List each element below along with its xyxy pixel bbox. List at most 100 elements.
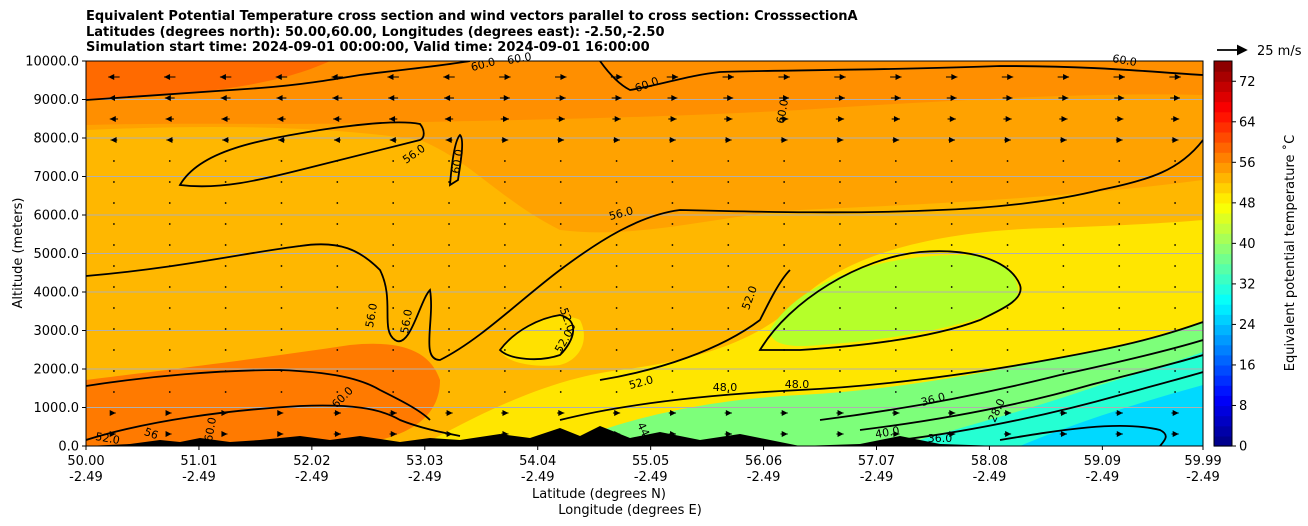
colorbar-band xyxy=(1214,314,1232,326)
colorbar-band xyxy=(1214,152,1232,163)
wind-vector xyxy=(1171,137,1179,143)
wind-vector xyxy=(448,223,450,225)
wind-vector xyxy=(448,160,450,162)
wind-vector xyxy=(727,160,730,162)
wind-vector xyxy=(109,410,116,416)
wind-vector xyxy=(780,410,788,416)
wind-vector xyxy=(499,95,510,101)
wind-vector xyxy=(1118,307,1121,309)
wind-vector xyxy=(113,349,115,351)
contour-line xyxy=(86,61,471,101)
wind-vector xyxy=(559,160,562,162)
wind-vector xyxy=(671,223,674,225)
wind-vector xyxy=(666,74,679,80)
x-tick-label-lat: 53.03 xyxy=(406,454,443,469)
wind-vector xyxy=(1118,265,1121,267)
colorbar-label: Equivalent potential temperature ˚C xyxy=(1282,135,1298,371)
title-line-2: Latitudes (degrees north): 50.00,60.00, … xyxy=(86,24,665,40)
wind-vector xyxy=(280,307,283,309)
wind-vector xyxy=(280,202,283,204)
colorbar-band xyxy=(1214,233,1232,244)
wind-vector xyxy=(224,328,227,330)
wind-vector xyxy=(113,160,115,162)
wind-vector xyxy=(1171,431,1179,437)
wind-vectors xyxy=(108,74,1181,437)
contour-line xyxy=(86,404,461,441)
y-tick-label: 3000.0 xyxy=(34,324,80,339)
wind-vector xyxy=(724,137,732,143)
wind-vector xyxy=(1006,265,1009,267)
wind-vector xyxy=(1006,181,1009,183)
title-line-1: Equivalent Potential Temperature cross s… xyxy=(86,9,858,24)
wind-vector xyxy=(892,431,900,437)
wind-vector xyxy=(1115,116,1124,122)
wind-vector xyxy=(392,328,395,330)
wind-vector xyxy=(1174,181,1176,183)
wind-vector xyxy=(336,370,339,372)
wind-vector xyxy=(113,391,115,393)
wind-vector xyxy=(559,349,562,351)
wind-vector xyxy=(1118,286,1121,288)
wind-vector xyxy=(392,160,395,162)
contour-line xyxy=(178,121,425,188)
wind-vector xyxy=(892,410,900,416)
wind-vector xyxy=(839,349,841,351)
colorbar-band xyxy=(1214,142,1232,153)
wind-vector xyxy=(891,116,900,122)
y-axis-label: Altitude (meters) xyxy=(11,198,26,309)
colorbar-band xyxy=(1214,334,1232,346)
wind-vector xyxy=(1003,431,1012,437)
wind-vector xyxy=(783,265,786,267)
wind-vector xyxy=(724,431,732,437)
wind-vector xyxy=(332,95,343,101)
wind-vector xyxy=(783,160,786,162)
colorbar-band xyxy=(1214,304,1232,315)
wind-vector xyxy=(336,244,339,246)
wind-vector xyxy=(1174,286,1176,288)
contour-label: 40.0 xyxy=(874,424,900,441)
wind-vector xyxy=(108,74,120,80)
wind-vector xyxy=(612,431,621,437)
wind-vector xyxy=(1174,328,1176,330)
wind-vector xyxy=(166,137,174,143)
wind-vector xyxy=(615,349,618,351)
wind-vector xyxy=(559,202,562,204)
wind-vector xyxy=(389,431,397,437)
colorbar-band xyxy=(1214,182,1232,194)
wind-vector xyxy=(948,137,956,143)
wind-vector xyxy=(783,223,786,225)
wind-vector xyxy=(727,370,730,372)
wind-vector xyxy=(727,244,730,246)
wind-vector xyxy=(559,370,562,372)
wind-vector xyxy=(168,202,171,204)
wind-vector xyxy=(168,328,171,330)
wind-vector xyxy=(1058,95,1069,101)
wind-vector xyxy=(1006,160,1009,162)
colorbar-band xyxy=(1214,111,1232,123)
wind-vector xyxy=(168,307,171,309)
x-tick-label-lat: 52.02 xyxy=(293,454,330,469)
wind-vector xyxy=(168,370,171,372)
wind-vector xyxy=(333,116,342,122)
wind-vector xyxy=(113,265,115,267)
wind-vector xyxy=(555,74,567,80)
fill-blob-yellow-mid xyxy=(500,316,584,366)
wind-vector xyxy=(113,181,115,183)
wind-vector xyxy=(336,328,339,330)
wind-vector xyxy=(615,370,618,372)
wind-vector xyxy=(894,202,897,204)
colorbar-band xyxy=(1214,91,1232,103)
wind-vector xyxy=(275,74,288,80)
wind-vector xyxy=(948,431,956,437)
wind-vector xyxy=(336,223,339,225)
wind-vector xyxy=(1113,74,1125,80)
wind-vector xyxy=(559,244,562,246)
wind-vector xyxy=(224,307,227,309)
colorbar-band xyxy=(1214,425,1232,437)
wind-vector xyxy=(946,95,957,101)
wind-vector xyxy=(671,328,674,330)
contour-label: 56.0 xyxy=(398,308,415,334)
y-tick-label: 10000.0 xyxy=(25,55,79,70)
wind-vector xyxy=(559,286,562,288)
